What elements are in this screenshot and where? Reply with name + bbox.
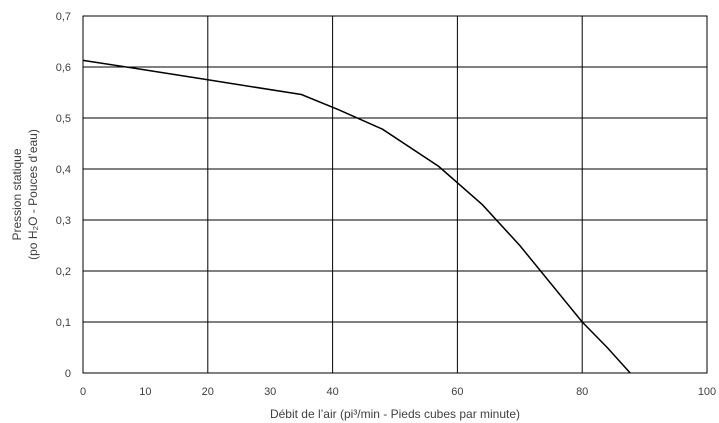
x-tick-label: 30	[264, 386, 276, 398]
x-tick-label: 100	[698, 386, 716, 398]
x-tick-label: 80	[576, 386, 588, 398]
x-tick-label: 10	[139, 386, 151, 398]
series-line	[82, 59, 631, 374]
y-tick-label: 0,2	[56, 266, 71, 278]
x-axis-title: Débit de l’air (pi³/min - Pieds cubes pa…	[270, 407, 520, 421]
x-tick-label: 0	[80, 386, 86, 398]
y-tick-label: 0,1	[56, 317, 71, 329]
x-tick-label: 20	[202, 386, 214, 398]
y-tick-label: 0,6	[56, 62, 71, 74]
y-tick-label: 0,3	[56, 215, 71, 227]
y-tick-label: 0,7	[56, 11, 71, 23]
x-tick-label: 40	[326, 386, 338, 398]
y-tick-label: 0	[65, 368, 71, 380]
grid	[82, 15, 708, 374]
series-layer	[82, 59, 631, 374]
plot-frame	[82, 15, 708, 374]
y-axis-title-line2: (po H₂O - Pouces d’eau)	[26, 129, 40, 260]
y-axis-title-line1: Pression statique	[10, 148, 24, 240]
x-tick-label: 60	[451, 386, 463, 398]
y-tick-label: 0,5	[56, 113, 71, 125]
tick-labels: 0 0,1 0,2 0,3 0,4 0,5 0,6 0,7 0 20 40 60 80 100 10 30	[56, 11, 716, 398]
y-tick-label: 0,4	[56, 164, 71, 176]
